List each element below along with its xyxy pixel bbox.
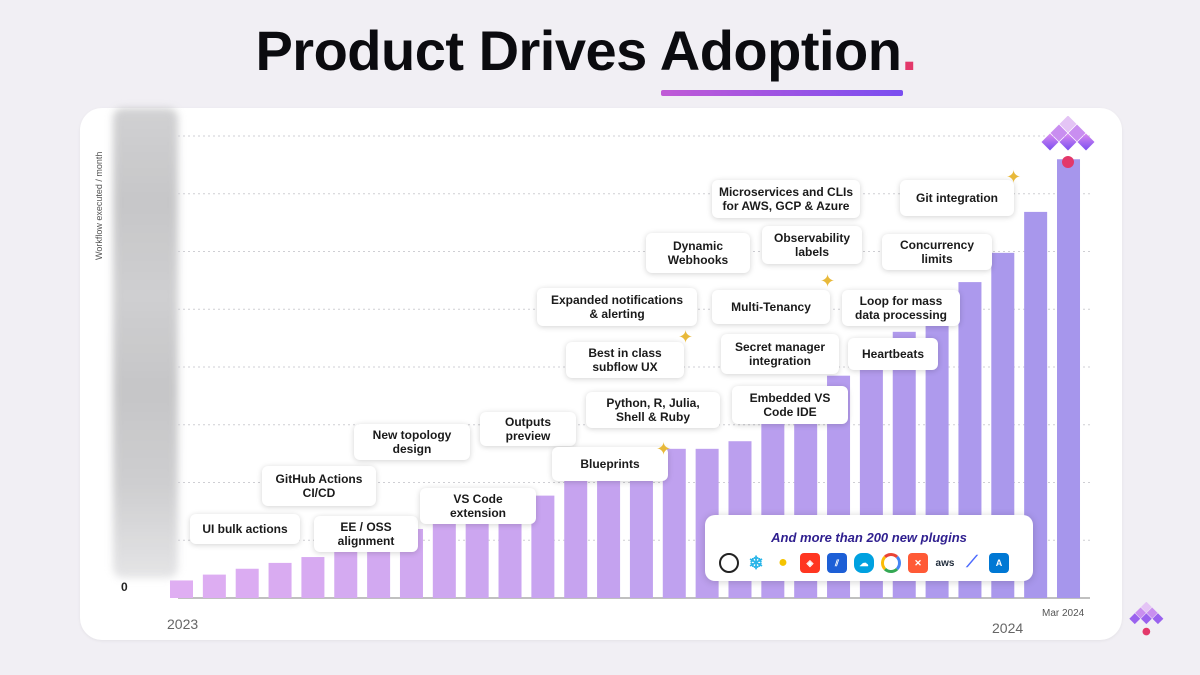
annotation-text: Outputs preview bbox=[505, 415, 551, 443]
bar-2 bbox=[202, 574, 226, 598]
sparkle-icon: ✦ bbox=[1006, 167, 1022, 187]
annotation-concurrency-limits: Concurrency limits bbox=[882, 234, 992, 270]
azure-icon: A bbox=[989, 553, 1009, 573]
salesforce-icon: ☁ bbox=[854, 553, 874, 573]
sparkle-icon: ✦ bbox=[678, 327, 694, 347]
bar-27 bbox=[1024, 211, 1048, 598]
bar-3 bbox=[235, 568, 259, 598]
aws-icon: aws bbox=[935, 553, 955, 573]
annotation-best-in-class-subflow: Best in class subflow UX bbox=[566, 342, 684, 378]
annotation-ee-oss: EE / OSS alignment bbox=[314, 516, 418, 552]
annotation-new-topology: New topology design bbox=[354, 424, 470, 460]
aws-icon-label: aws bbox=[935, 557, 955, 569]
fivetran-icon: ⟋ bbox=[962, 553, 982, 573]
annotation-loop-mass-data: Loop for mass data processing bbox=[842, 290, 960, 326]
annotation-text: Loop for mass data processing bbox=[854, 294, 948, 322]
title-text: Product Drives Adoption bbox=[255, 19, 902, 82]
annotation-secret-manager: Secret manager integration bbox=[721, 334, 839, 374]
annotation-text: Microservices and CLIs for AWS, GCP & Az… bbox=[718, 185, 854, 213]
annotation-embedded-vs-code: Embedded VS Code IDE bbox=[732, 386, 848, 424]
annotation-text: UI bulk actions bbox=[202, 522, 288, 536]
annotation-text: VS Code extension bbox=[449, 492, 506, 520]
bar-9 bbox=[432, 520, 456, 598]
annotation-multi-tenancy: Multi-Tenancy bbox=[712, 290, 830, 324]
sensor-icon: ● bbox=[773, 553, 793, 573]
annotation-outputs-preview: Outputs preview bbox=[480, 412, 576, 446]
annotation-text: Blueprints bbox=[580, 457, 640, 471]
airbyte-icon: ✕ bbox=[908, 553, 928, 573]
annotation-heartbeats: Heartbeats bbox=[848, 338, 938, 370]
annotation-observability-labels: Observability labels bbox=[762, 226, 862, 264]
annotation-text: Multi-Tenancy bbox=[731, 300, 811, 314]
annotation-blueprints: Blueprints bbox=[552, 447, 668, 481]
annotation-text: Secret manager integration bbox=[734, 340, 826, 368]
page-title: Product Drives Adoption. bbox=[0, 18, 1172, 83]
dbt-icon: ⫽ bbox=[827, 553, 847, 573]
annotation-text: Heartbeats bbox=[861, 347, 925, 361]
annotation-text: Expanded notifications & alerting bbox=[550, 293, 683, 321]
annotation-dynamic-webhooks: Dynamic Webhooks bbox=[646, 233, 750, 273]
bar-13 bbox=[564, 481, 588, 598]
bar-11 bbox=[498, 504, 522, 598]
bar-12 bbox=[531, 495, 555, 598]
sparkle-icon: ✦ bbox=[820, 271, 836, 291]
x-label-2024: 2024 bbox=[992, 620, 1024, 636]
annotation-text: Dynamic Webhooks bbox=[667, 239, 729, 267]
snowflake-icon: ❄ bbox=[746, 553, 766, 573]
annotation-python-r-julia: Python, R, Julia, Shell & Ruby bbox=[586, 392, 720, 428]
bar-5 bbox=[301, 557, 325, 598]
bar-10 bbox=[465, 513, 489, 598]
kestra-logo-icon bbox=[1041, 116, 1095, 168]
annotation-text: Git integration bbox=[916, 191, 998, 205]
google-cloud-icon bbox=[881, 553, 901, 573]
bar-28 bbox=[1057, 159, 1081, 598]
y-tick-zero: 0 bbox=[121, 580, 128, 594]
openai-icon bbox=[719, 553, 739, 573]
bar-1 bbox=[170, 580, 193, 598]
title-underline bbox=[661, 90, 903, 96]
annotation-text: GitHub Actions CI/CD bbox=[275, 472, 363, 500]
bar-4 bbox=[268, 562, 292, 598]
annotation-git-integration: Git integration bbox=[900, 180, 1014, 216]
plugin-icons: ❄ ● ◈ ⫽ ☁ ✕ aws ⟋ A bbox=[719, 553, 1009, 573]
sparkle-icon: ✦ bbox=[656, 439, 672, 459]
annotation-ui-bulk-actions: UI bulk actions bbox=[190, 514, 300, 544]
bar-26 bbox=[991, 252, 1015, 598]
annotation-text: Embedded VS Code IDE bbox=[749, 391, 831, 419]
plugins-panel: And more than 200 new plugins ❄ ● ◈ ⫽ ☁ … bbox=[705, 515, 1033, 581]
kestra-logo-small-icon bbox=[1129, 602, 1164, 636]
bar-14 bbox=[597, 466, 621, 598]
annotation-vs-code-extension: VS Code extension bbox=[420, 488, 536, 524]
annotation-text: Python, R, Julia, Shell & Ruby bbox=[606, 396, 700, 424]
bar-6 bbox=[334, 546, 358, 598]
annotation-github-actions: GitHub Actions CI/CD bbox=[262, 466, 376, 506]
annotation-text: Best in class subflow UX bbox=[588, 346, 662, 374]
x-label-2023: 2023 bbox=[167, 616, 199, 632]
bar-16 bbox=[662, 448, 686, 598]
databricks-icon: ◈ bbox=[800, 553, 820, 573]
annotation-text: Concurrency limits bbox=[899, 238, 975, 266]
annotation-microservices-clis: Microservices and CLIs for AWS, GCP & Az… bbox=[712, 180, 860, 218]
x-label-last-bar: Mar 2024 bbox=[1042, 608, 1085, 619]
bar-15 bbox=[629, 451, 653, 598]
blurred-y-axis-labels bbox=[113, 108, 178, 578]
annotation-text: New topology design bbox=[372, 428, 452, 456]
annotation-text: EE / OSS alignment bbox=[337, 520, 395, 548]
annotation-text: Observability labels bbox=[773, 231, 851, 259]
plugins-title: And more than 200 new plugins bbox=[771, 530, 967, 545]
annotation-expanded-notifications: Expanded notifications & alerting bbox=[537, 288, 697, 326]
title-dot: . bbox=[901, 19, 917, 82]
